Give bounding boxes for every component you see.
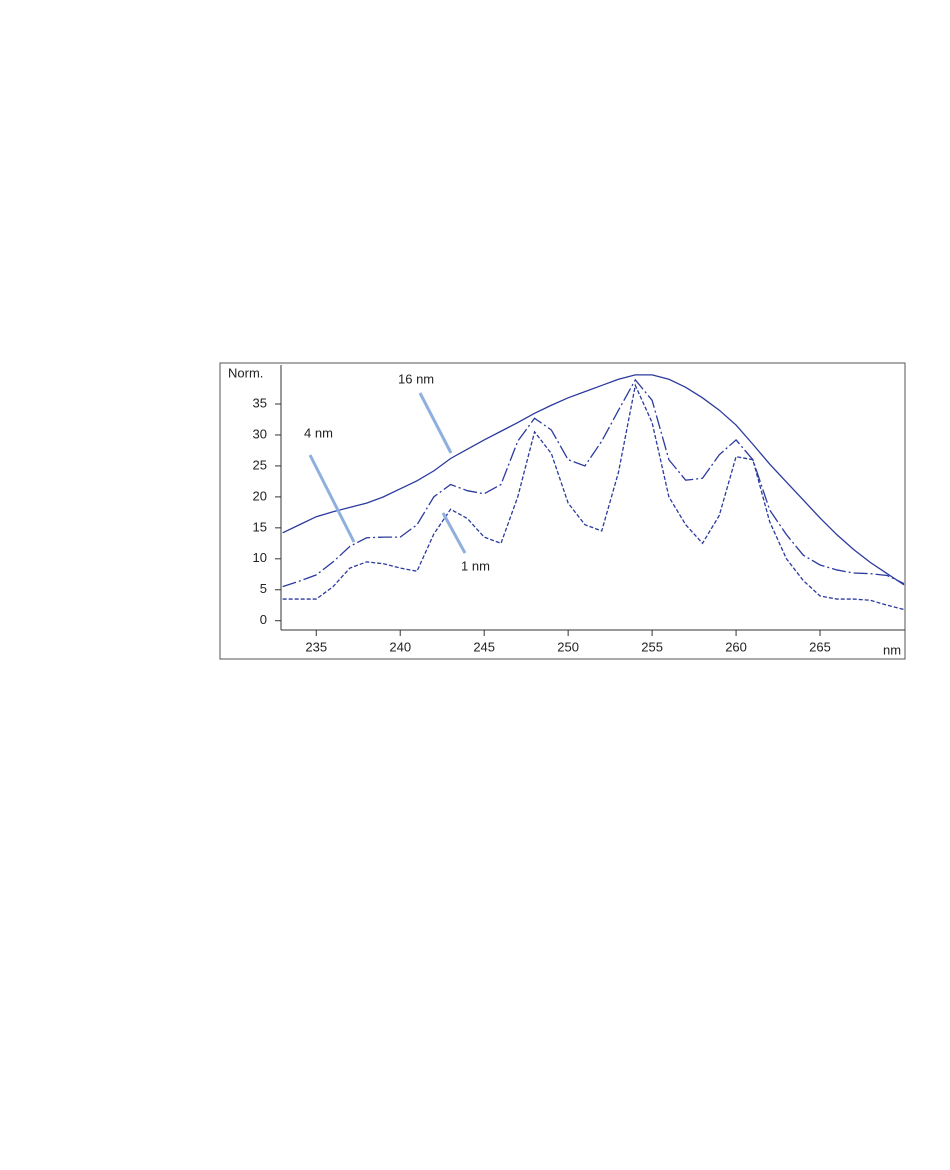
y-tick-label: 0 bbox=[260, 612, 267, 627]
x-tick-label: 265 bbox=[809, 639, 831, 654]
y-axis-label: Norm. bbox=[228, 365, 263, 380]
series-line bbox=[282, 378, 905, 588]
callout-line bbox=[308, 454, 356, 543]
series-label: 16 nm bbox=[398, 371, 434, 386]
y-tick-label: 10 bbox=[253, 550, 267, 565]
series-line bbox=[282, 374, 905, 586]
x-tick-label: 235 bbox=[305, 639, 327, 654]
y-tick-label: 30 bbox=[253, 426, 267, 441]
y-tick-label: 20 bbox=[253, 488, 267, 503]
x-tick-label: 240 bbox=[389, 639, 411, 654]
x-tick-label: 260 bbox=[725, 639, 747, 654]
series-line bbox=[282, 383, 905, 611]
series-label: 1 nm bbox=[461, 558, 490, 573]
x-tick-label: 255 bbox=[641, 639, 663, 654]
y-tick-label: 25 bbox=[253, 457, 267, 472]
series-label: 4 nm bbox=[304, 425, 333, 440]
callout-line bbox=[441, 512, 467, 554]
y-tick-label: 35 bbox=[253, 395, 267, 410]
y-tick-label: 5 bbox=[260, 581, 267, 596]
x-tick-label: 245 bbox=[473, 639, 495, 654]
x-tick-label: 250 bbox=[557, 639, 579, 654]
x-axis-label: nm bbox=[883, 642, 901, 657]
y-tick-label: 15 bbox=[253, 519, 267, 534]
chart-frame bbox=[219, 362, 906, 660]
callout-line bbox=[418, 392, 453, 454]
